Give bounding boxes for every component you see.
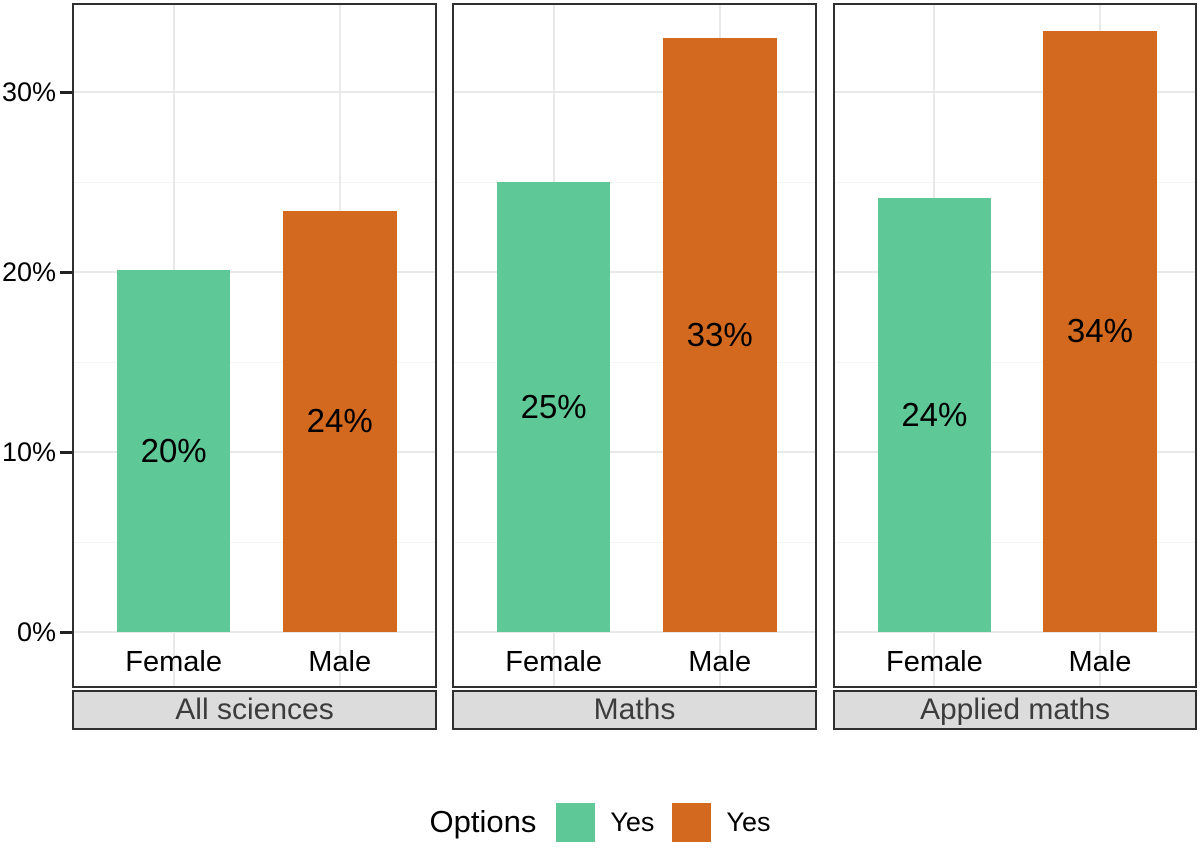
y-axis-tick-label: 0% <box>16 617 56 647</box>
y-axis-tick-mark <box>60 91 72 94</box>
bar <box>496 182 611 632</box>
bar-value-label: 25% <box>520 388 587 425</box>
y-axis-tick-label: 20% <box>1 257 56 287</box>
facet-panel: 24% Female 34% Male <box>833 3 1197 688</box>
y-axis-tick-label: 10% <box>1 437 56 467</box>
gridline-major <box>835 91 1195 93</box>
gridline-major <box>74 271 435 273</box>
x-axis-category-label: Female <box>505 646 602 678</box>
x-axis-category-label: Male <box>308 646 372 678</box>
bar-value-label: 34% <box>1066 312 1133 350</box>
bar-value-label: 24% <box>901 396 968 434</box>
facet-strip: Maths <box>452 690 817 730</box>
chart-area: 0% 10% 20% 30% 20% Female 24% Male All sciences 2… <box>1 3 1197 730</box>
bar-value-label: 20% <box>140 432 207 470</box>
bar-value-label: 33% <box>686 316 753 353</box>
gridline-major <box>835 631 1195 633</box>
x-axis-category-label: Male <box>1068 646 1132 678</box>
facet-panel: 25% Female 33% Male <box>452 3 817 688</box>
gridline-major <box>454 451 815 453</box>
gridline-minor <box>74 182 435 183</box>
gridline-minor <box>74 542 435 543</box>
facet-strip: Applied maths <box>833 690 1197 730</box>
gridline-minor <box>454 182 815 183</box>
legend-entry-label: Yes <box>726 806 771 837</box>
gridline-minor <box>835 182 1195 183</box>
gridline-major <box>74 631 435 633</box>
legend-swatch <box>556 802 596 842</box>
gridline-minor <box>835 542 1195 543</box>
gridline-major <box>835 271 1195 273</box>
bar <box>116 270 231 632</box>
gridline-minor <box>454 542 815 543</box>
bar <box>1043 30 1157 632</box>
x-axis-category-label: Female <box>125 646 222 678</box>
gridline-major <box>454 271 815 273</box>
gridline-minor <box>74 362 435 363</box>
gridline-minor <box>454 362 815 363</box>
legend: Options Yes Yes <box>0 795 1200 849</box>
gridline-major <box>74 91 435 93</box>
x-axis-category-label: Male <box>688 646 752 678</box>
legend-entry: Yes <box>672 802 771 842</box>
legend-entries: Yes Yes <box>538 802 771 842</box>
bar <box>877 198 992 632</box>
facet-strip: All sciences <box>72 690 437 730</box>
gridline-major <box>835 451 1195 453</box>
legend-entry-label: Yes <box>610 806 655 837</box>
facet-panel: 20% Female 24% Male <box>72 3 437 688</box>
legend-entry: Yes <box>556 802 655 842</box>
gridline-minor <box>835 362 1195 363</box>
legend-title: Options <box>429 804 537 839</box>
y-axis-tick-mark <box>60 451 72 454</box>
y-axis-tick-mark <box>60 271 72 274</box>
y-axis-tick-mark <box>60 631 72 634</box>
x-axis-category-label: Female <box>886 646 983 678</box>
gridline-major <box>454 91 815 93</box>
gridline-major <box>454 631 815 633</box>
bar <box>282 210 397 632</box>
legend-swatch <box>672 802 712 842</box>
gridline-major <box>74 451 435 453</box>
y-axis-tick-label: 30% <box>1 77 56 107</box>
bar <box>662 38 777 632</box>
bar-value-label: 24% <box>306 402 373 440</box>
